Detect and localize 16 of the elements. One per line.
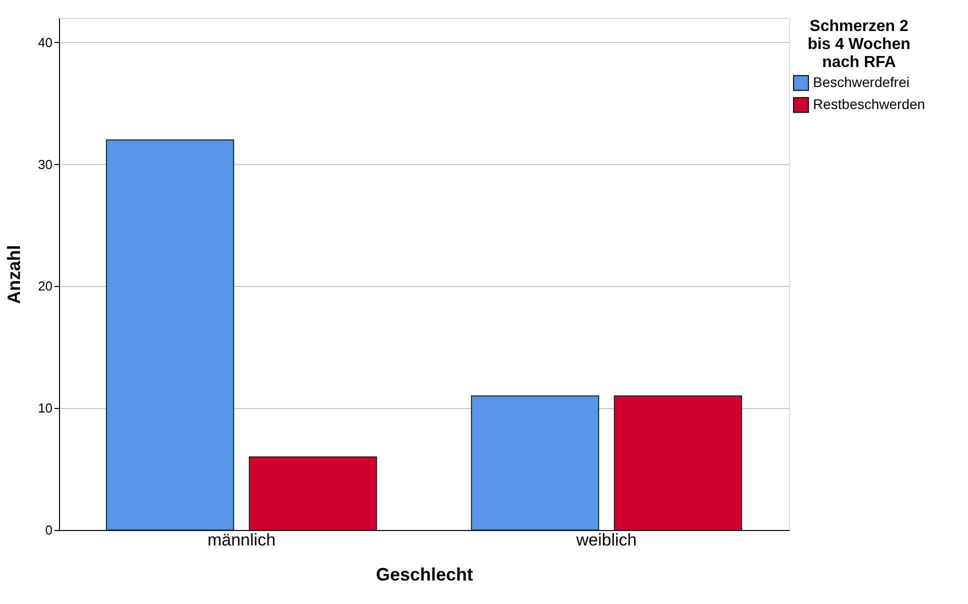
y-tick-label: 20 xyxy=(38,278,52,294)
bar xyxy=(248,456,378,530)
bar xyxy=(106,139,234,530)
x-axis-title: Geschlecht xyxy=(376,564,474,584)
bar xyxy=(470,395,600,530)
x-tick-label: männlich xyxy=(207,530,276,550)
y-tick-label: 10 xyxy=(38,400,52,416)
bar xyxy=(614,395,742,530)
x-tick-label: weiblich xyxy=(575,530,637,550)
legend-label: Restbeschwerden xyxy=(813,96,926,112)
legend-title: Schmerzen 2 bis 4 Wochen nach RFA xyxy=(808,18,910,71)
y-tick-label: 0 xyxy=(45,522,52,538)
y-axis-title: Anzahl xyxy=(4,244,24,304)
y-tick-label: 40 xyxy=(38,34,52,50)
y-tick-label: 30 xyxy=(38,156,52,172)
legend-label: Beschwerdefrei xyxy=(813,74,910,90)
